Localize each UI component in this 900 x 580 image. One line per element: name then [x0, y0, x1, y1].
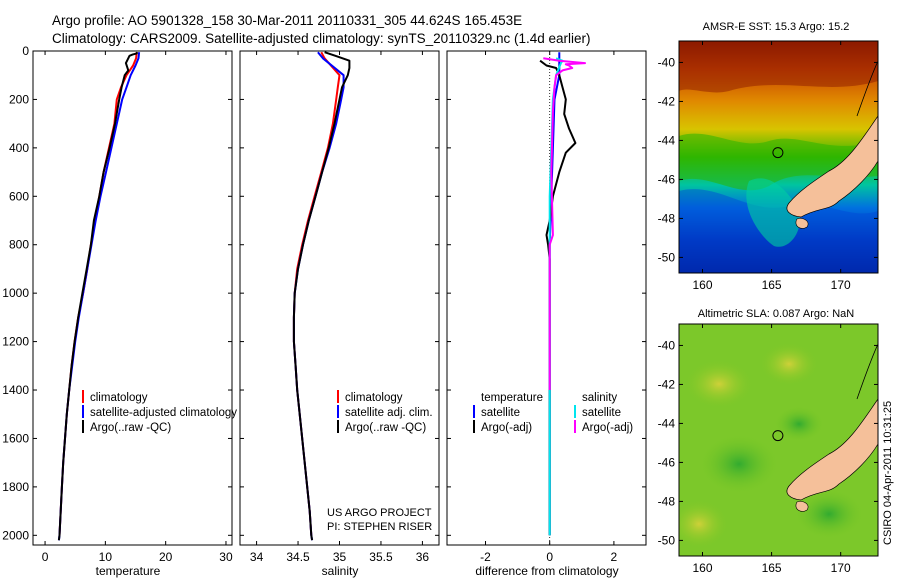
lon-tick-label: 170	[831, 278, 851, 292]
x-tick-label: 10	[99, 550, 113, 564]
legend-label-argo: Argo(..raw -QC)	[90, 422, 171, 434]
lat-tick-label: -40	[658, 55, 676, 69]
y-tick-label: 2000	[2, 528, 29, 542]
temperature-x-axis: 0 10 20 30	[42, 51, 233, 564]
difference-panel: -2 0 2 difference from climatology tempera…	[446, 50, 647, 578]
annotation-pi: PI: STEPHEN RISER	[327, 521, 432, 533]
sst-map-title: AMSR-E SST: 15.3 Argo: 15.2	[703, 21, 850, 33]
x-tick-label: 36	[416, 550, 430, 564]
x-tick-label: 0	[546, 550, 553, 564]
lat-tick-label: -40	[658, 338, 676, 352]
lat-tick-label: -48	[658, 211, 676, 225]
series-line-argo-raw-qc-	[292, 51, 351, 541]
lon-tick-label: 160	[692, 561, 712, 575]
credit-label: CSIRO 04-Apr-2011 10:31:25	[882, 401, 894, 545]
x-tick-label: 30	[219, 550, 233, 564]
y-tick-label: 800	[9, 238, 29, 252]
lon-tick-label: 165	[762, 278, 782, 292]
legend-label-argo: Argo(..raw -QC)	[345, 422, 426, 434]
difference-profiles	[539, 52, 586, 536]
legend-label-climatology: climatology	[345, 392, 403, 404]
temperature-xlabel: temperature	[96, 564, 161, 578]
legend-label-climatology: climatology	[90, 392, 148, 404]
salinity-profiles	[292, 51, 351, 541]
legend-header-salinity: salinity	[582, 392, 617, 404]
lat-tick-label: -44	[658, 416, 676, 430]
sla-map-field	[679, 324, 878, 556]
salinity-xlabel: salinity	[322, 564, 359, 578]
header-line-1: Argo profile: AO 5901328_158 30-Mar-2011…	[52, 13, 522, 28]
salinity-panel: 34 34.5 35 35.5 36 salinity climatology sate…	[239, 50, 440, 578]
temperature-legend: climatology satellite-adjusted climatolo…	[82, 390, 237, 434]
salinity-legend: climatology satellite adj. clim. Argo(..…	[337, 390, 433, 434]
sla-argo-marker	[772, 430, 784, 442]
difference-y-ticks	[447, 50, 646, 536]
y-tick-label: 1200	[2, 335, 29, 349]
lat-tick-label: -50	[658, 250, 676, 264]
x-tick-label: 20	[159, 550, 173, 564]
difference-x-axis: -2 0 2	[480, 51, 618, 564]
lat-tick-label: -46	[658, 455, 676, 469]
x-tick-label: 34.5	[286, 550, 310, 564]
depth-axis: 0 200 400 600 800 1000 1200 1400 1600 1800 2000	[2, 44, 232, 542]
header-line-2: Climatology: CARS2009. Satellite-adjuste…	[52, 31, 591, 46]
y-tick-label: 0	[22, 44, 29, 58]
y-tick-label: 1800	[2, 480, 29, 494]
lat-tick-label: -42	[658, 377, 676, 391]
sst-lat-ticks: -40 -42 -44 -46 -48 -50	[658, 55, 878, 264]
temperature-axes	[32, 50, 233, 546]
series-line-argo-raw-qc-	[57, 51, 139, 541]
temperature-panel: 0 200 400 600 800 1000 1200 1400 1600 1800 2000 0 1…	[2, 44, 237, 578]
x-tick-label: 2	[611, 550, 618, 564]
sla-map: Altimetric SLA: 0.087 Argo: NaN -40-42-4…	[658, 308, 879, 575]
salinity-axes	[239, 50, 440, 546]
annotation-project: US ARGO PROJECT	[327, 507, 432, 519]
sst-argo-marker	[772, 147, 784, 159]
legend-label-temp-satellite: satellite	[481, 407, 520, 419]
sst-map: AMSR-E SST: 15.3 Argo: 15.2 -40 -42 -44 -46…	[658, 21, 879, 292]
legend-label-sal-satellite: satellite	[582, 407, 621, 419]
y-tick-label: 400	[9, 141, 29, 155]
y-tick-label: 200	[9, 92, 29, 106]
sst-map-field	[679, 41, 878, 273]
x-tick-label: -2	[480, 550, 491, 564]
legend-label-temp-argo: Argo(-adj)	[481, 422, 532, 434]
sst-lon-ticks: 160 165 170	[692, 41, 851, 292]
difference-xlabel: difference from climatology	[475, 564, 618, 578]
x-tick-label: 34	[250, 550, 264, 564]
legend-label-satellite: satellite-adjusted climatology	[90, 407, 237, 419]
lat-tick-label: -48	[658, 494, 676, 508]
y-tick-label: 600	[9, 189, 29, 203]
y-tick-label: 1400	[2, 383, 29, 397]
lat-tick-label: -46	[658, 172, 676, 186]
x-tick-label: 35.5	[369, 550, 393, 564]
x-tick-label: 35	[333, 550, 347, 564]
lon-tick-label: 160	[692, 278, 712, 292]
salinity-x-axis: 34 34.5 35 35.5 36	[250, 51, 430, 564]
lat-tick-label: -44	[658, 133, 676, 147]
y-tick-label: 1000	[2, 286, 29, 300]
sst-map-frame	[678, 40, 879, 274]
x-tick-label: 0	[42, 550, 49, 564]
temperature-profiles	[57, 51, 141, 541]
legend-label-sal-argo: Argo(-adj)	[582, 422, 633, 434]
sla-map-title: Altimetric SLA: 0.087 Argo: NaN	[698, 308, 855, 320]
difference-legend: temperature salinity satellite Argo(-adj…	[473, 392, 633, 434]
salinity-y-ticks	[240, 50, 439, 536]
sla-map-frame	[678, 323, 879, 557]
y-tick-label: 1600	[2, 431, 29, 445]
series-line-salinity-argo-adj-	[543, 57, 586, 390]
lon-tick-label: 170	[831, 561, 851, 575]
legend-header-temperature: temperature	[481, 392, 543, 404]
sla-lon-ticks: 160 165 170	[692, 324, 851, 575]
lat-tick-label: -42	[658, 94, 676, 108]
lon-tick-label: 165	[762, 561, 782, 575]
sla-lat-ticks: -40 -42 -44 -46 -48 -50	[658, 338, 878, 547]
lat-tick-label: -50	[658, 533, 676, 547]
difference-axes	[446, 50, 647, 546]
legend-label-satellite: satellite adj. clim.	[345, 407, 433, 419]
